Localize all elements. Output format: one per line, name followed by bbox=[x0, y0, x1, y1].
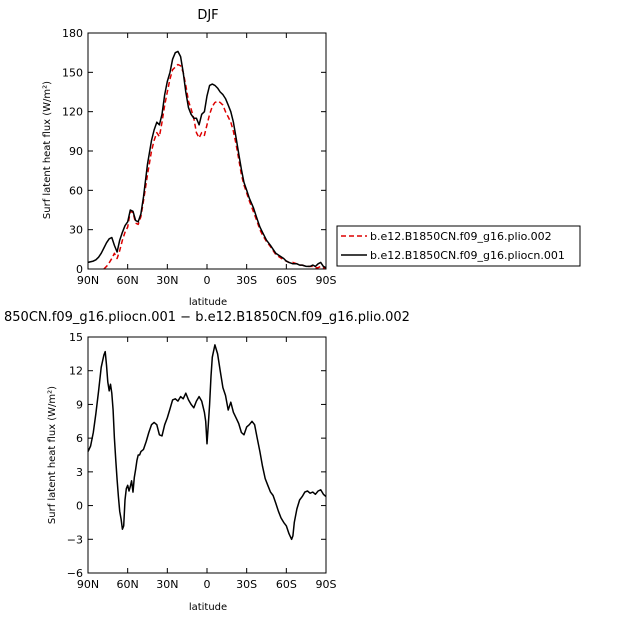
top-y-tick-label: 180 bbox=[62, 27, 83, 40]
bottom-y-tick-label: 15 bbox=[69, 331, 83, 344]
bottom-x-tick-label: 0 bbox=[204, 578, 211, 591]
top-x-tick-label: 30N bbox=[156, 274, 178, 287]
bottom-y-tick-label: 3 bbox=[76, 466, 83, 479]
top-y-tick-label: 30 bbox=[69, 224, 83, 237]
bottom-y-tick-label: 9 bbox=[76, 398, 83, 411]
legend: b.e12.B1850CN.f09_g16.plio.002 b.e12.B18… bbox=[336, 225, 581, 267]
top-panel: DJF latitude Surf latent heat flux (W/m²… bbox=[42, 8, 337, 308]
top-x-tick-label: 60N bbox=[117, 274, 139, 287]
bottom-plot-frame bbox=[87, 336, 327, 574]
bottom-y-axis-label: Surf latent heat flux (W/m²) bbox=[47, 386, 58, 524]
top-x-tick-label: 0 bbox=[204, 274, 211, 287]
top-x-tick-label: 60S bbox=[276, 274, 297, 287]
top-x-tick-label: 90S bbox=[316, 274, 337, 287]
bottom-y-tick-label: −6 bbox=[67, 567, 83, 580]
top-x-tick-label: 30S bbox=[236, 274, 257, 287]
top-x-axis-label: latitude bbox=[189, 297, 227, 308]
top-series-line-1 bbox=[87, 50, 327, 269]
legend-frame bbox=[336, 225, 581, 267]
top-y-tick-label: 60 bbox=[69, 184, 83, 197]
top-plot-frame bbox=[87, 32, 327, 270]
top-series-group bbox=[87, 50, 327, 270]
bottom-y-tick-label: 12 bbox=[69, 365, 83, 378]
top-series-line-0 bbox=[103, 63, 327, 270]
bottom-y-tick-label: −3 bbox=[67, 533, 83, 546]
bottom-panel: 850CN.f09_g16.pliocn.001 − b.e12.B1850CN… bbox=[4, 310, 410, 613]
bottom-x-tick-label: 30S bbox=[236, 578, 257, 591]
bottom-x-tick-label: 90S bbox=[316, 578, 337, 591]
bottom-y-tick-label: 6 bbox=[76, 432, 83, 445]
top-y-axis-label: Surf latent heat flux (W/m²) bbox=[42, 81, 53, 219]
bottom-x-axis-label: latitude bbox=[189, 602, 227, 613]
legend-entry-pliocn: b.e12.B1850CN.f09_g16.pliocn.001 bbox=[370, 249, 565, 262]
top-x-tick-label: 90N bbox=[77, 274, 99, 287]
top-y-tick-label: 150 bbox=[62, 66, 83, 79]
bottom-chart-title: 850CN.f09_g16.pliocn.001 − b.e12.B1850CN… bbox=[4, 310, 410, 325]
top-chart-title: DJF bbox=[197, 8, 218, 23]
bottom-y-tick-label: 0 bbox=[76, 500, 83, 513]
bottom-series-group bbox=[87, 344, 327, 541]
top-y-tick-label: 0 bbox=[76, 263, 83, 276]
legend-entry-plio: b.e12.B1850CN.f09_g16.plio.002 bbox=[370, 230, 552, 243]
bottom-x-tick-label: 60N bbox=[117, 578, 139, 591]
bottom-x-tick-label: 90N bbox=[77, 578, 99, 591]
bottom-x-tick-label: 30N bbox=[156, 578, 178, 591]
top-y-tick-label: 90 bbox=[69, 145, 83, 158]
top-axis-ticks: 90N 60N 30N 0 30S 60S 90S 0 30 60 90 120 150 180 bbox=[62, 27, 337, 287]
bottom-axis-ticks: 90N 60N 30N 0 30S 60S 90S −6 −3 0 3 6 9 12 15 bbox=[67, 331, 337, 591]
top-y-tick-label: 120 bbox=[62, 106, 83, 119]
bottom-x-tick-label: 60S bbox=[276, 578, 297, 591]
bottom-series-line-0 bbox=[87, 344, 327, 541]
